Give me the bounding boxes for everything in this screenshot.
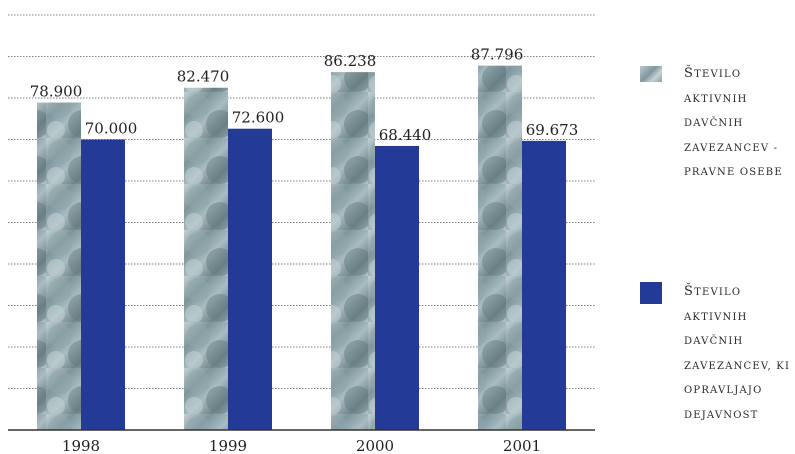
bar-dejavnost [228, 128, 272, 430]
bar-value-label: 72.600 [232, 109, 285, 127]
bars [37, 65, 566, 430]
bar-pravne-osebe [331, 72, 375, 430]
bar-value-label: 68.440 [379, 126, 432, 144]
bar-dejavnost [522, 140, 566, 430]
bar-value-label: 78.900 [30, 83, 83, 101]
bar-pravne-osebe [37, 102, 81, 430]
bar-value-label: 87.796 [471, 46, 524, 64]
x-tick-label: 2000 [356, 437, 394, 454]
x-tick-label: 1999 [209, 437, 247, 454]
bar-value-label: 70.000 [85, 120, 138, 138]
bar-dejavnost [81, 139, 125, 430]
x-tick-label: 2001 [503, 437, 541, 454]
value-labels: 78.900 70.000 82.470 72.600 86.238 68.440 87.7… [30, 46, 579, 144]
legend-label: Število aktivnih davčnih zavezancev - pr… [684, 66, 783, 178]
bar-value-label: 69.673 [526, 121, 579, 139]
legend-swatch-coin-texture [640, 66, 662, 82]
x-tick-label: 1998 [62, 437, 100, 454]
bar-value-label: 86.238 [324, 52, 377, 70]
bar-chart: 78.900 70.000 82.470 72.600 86.238 68.440 87.7… [8, 14, 595, 454]
bar-dejavnost [375, 145, 419, 430]
bar-pravne-osebe [184, 87, 228, 430]
x-axis-ticks: 1998 1999 2000 2001 [62, 437, 541, 454]
legend-swatch-blue [640, 282, 662, 304]
legend-label: Število aktivnih davčnih zavezancev, ki … [684, 284, 791, 421]
bar-value-label: 82.470 [177, 68, 230, 86]
bar-pravne-osebe [478, 65, 522, 430]
